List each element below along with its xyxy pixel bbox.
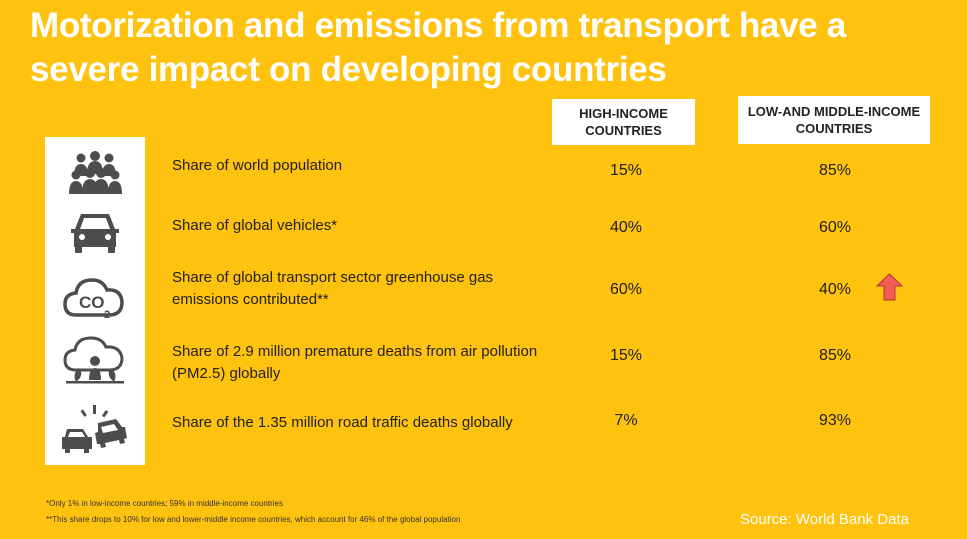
- column-header-high-income: HIGH-INCOME COUNTRIES: [552, 99, 695, 145]
- page-title: Motorization and emissions from transpor…: [30, 6, 847, 89]
- row-value-high-road-deaths: 7%: [614, 412, 638, 429]
- row-value-low-emissions: 40%: [818, 281, 852, 298]
- people-icon: [62, 148, 128, 198]
- icon-panel: CO 2: [45, 137, 145, 465]
- up-arrow-icon: [876, 273, 903, 301]
- row-value-low-vehicles: 60%: [818, 219, 852, 236]
- car-icon: [62, 207, 128, 257]
- row-label-air-pollution: Share of 2.9 million premature deaths fr…: [172, 343, 538, 382]
- row-label-emissions: Share of global transport sector greenho…: [172, 269, 494, 308]
- row-value-low-air-pollution: 85%: [818, 347, 852, 364]
- row-value-high-emissions: 60%: [609, 281, 643, 298]
- co2-cloud-icon: CO 2: [62, 271, 128, 321]
- row-value-low-population: 85%: [818, 162, 852, 179]
- co2-subscript: 2: [104, 309, 110, 321]
- row-label-vehicles: Share of global vehicles*: [172, 217, 338, 234]
- row-label-population: Share of world population: [172, 157, 343, 174]
- footnote-1: *Only 1% in low-income countries; 59% in…: [46, 499, 283, 508]
- air-pollution-icon: [62, 336, 128, 386]
- source-label: Source: World Bank Data: [740, 511, 909, 528]
- car-crash-icon: [62, 403, 128, 453]
- row-value-high-population: 15%: [609, 162, 643, 179]
- column-header-low-middle-income: LOW-AND MIDDLE-INCOME COUNTRIES: [738, 96, 930, 144]
- row-value-low-road-deaths: 93%: [818, 412, 852, 429]
- co2-text: CO: [79, 293, 105, 312]
- row-value-high-vehicles: 40%: [609, 219, 643, 236]
- row-value-high-air-pollution: 15%: [609, 347, 643, 364]
- row-label-road-deaths: Share of the 1.35 million road traffic d…: [172, 414, 513, 431]
- footnote-2: **This share drops to 10% for low and lo…: [46, 515, 461, 524]
